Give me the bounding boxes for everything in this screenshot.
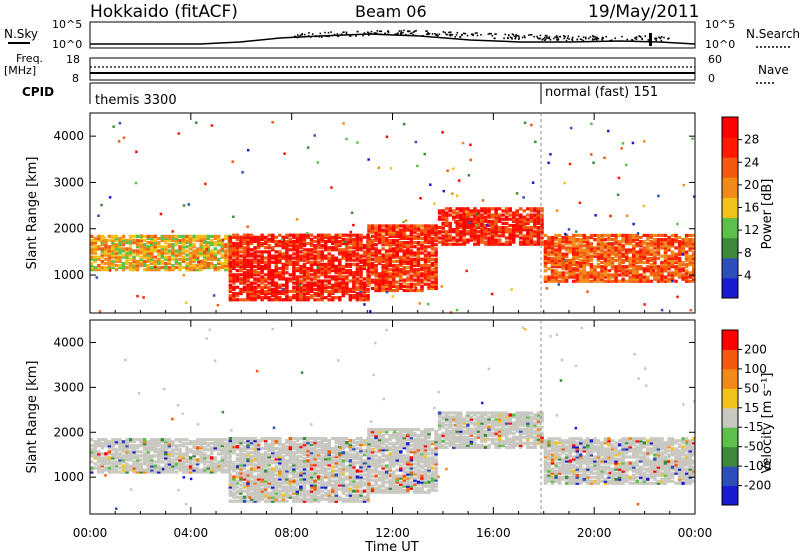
power-colorbar: 28 24 20 16 12 8 4	[721, 116, 759, 299]
colorbar-tick-label: -100	[744, 459, 771, 473]
nsky-tick-low-left: 10^0	[52, 38, 82, 51]
freq-strip: Freq. [MHz] 18 8 60 0 Nave	[4, 52, 789, 85]
colorbar-swatch	[722, 197, 738, 219]
colorbar-tick-label: 28	[744, 133, 759, 147]
x-tick-label: 16:00	[476, 526, 511, 540]
cpid-segment-2: normal (fast) 151	[545, 85, 658, 100]
x-tick-label: 12:00	[375, 526, 410, 540]
freq-tick-high: 18	[66, 53, 80, 66]
colorbar-swatch	[722, 427, 738, 448]
power-x-ticks	[89, 113, 696, 313]
colorbar-tick-label: -50	[744, 440, 764, 454]
x-tick-label: 20:00	[577, 526, 612, 540]
y-tick-label: 1000	[53, 470, 84, 484]
colorbar-swatch	[722, 388, 738, 409]
nsearch-label: N.Search	[746, 27, 800, 41]
nsky-tick-low-right: 10^0	[705, 38, 735, 51]
y-tick-label: 3000	[53, 175, 84, 189]
cpid-segment-1: themis 3300	[95, 93, 177, 108]
y-tick-label: 1000	[53, 268, 84, 282]
power-echo-cells	[90, 121, 696, 314]
power-ylabel: Slant Range [km]	[25, 157, 40, 270]
power-y-ticks: 1000 2000 3000 4000	[53, 129, 695, 282]
y-tick-label: 2000	[53, 222, 84, 236]
colorbar-tick-label: 12	[744, 223, 759, 237]
nave-label: Nave	[758, 63, 789, 77]
velocity-echo-cells	[90, 326, 696, 510]
date-title: 19/May/2011	[588, 2, 700, 22]
colorbar-tick-label: -200	[744, 479, 771, 493]
nsky-strip: N.Sky 10^5 10^0 10^5 10^0 N.Search	[4, 18, 800, 51]
colorbar-swatch	[722, 330, 738, 350]
nave-tick-high: 60	[708, 53, 722, 66]
y-tick-label: 4000	[53, 129, 84, 143]
colorbar-swatch	[722, 277, 738, 299]
y-tick-label: 3000	[53, 380, 84, 394]
colorbar-swatch	[722, 117, 738, 138]
colorbar-tick-label: 24	[744, 155, 759, 169]
station-title: Hokkaido (fitACF)	[90, 2, 238, 22]
colorbar-tick-label: -15	[744, 420, 764, 434]
x-axis-tick-labels: 00:00 04:00 08:00 12:00 16:00 20:00 00:00	[73, 320, 713, 540]
colorbar-swatch	[722, 407, 738, 428]
x-tick-label: 08:00	[274, 526, 309, 540]
cpid-strip: CPID themis 3300 normal (fast) 151	[22, 82, 695, 108]
colorbar-swatch	[722, 157, 738, 178]
velocity-colorbar-label: Velocity [m s⁻¹]	[760, 373, 775, 474]
colorbar-swatch	[722, 237, 738, 259]
colorbar-swatch	[722, 446, 738, 467]
x-tick-label: 00:00	[678, 526, 713, 540]
y-tick-label: 4000	[53, 335, 84, 349]
y-tick-label: 2000	[53, 425, 84, 439]
colorbar-tick-label: 100	[744, 362, 767, 376]
colorbar-swatch	[722, 368, 738, 389]
colorbar-tick-label: 8	[744, 246, 752, 260]
freq-label: Freq.	[16, 52, 43, 65]
x-tick-label: 00:00	[73, 526, 108, 540]
power-panel: Slant Range [km] 1000 2000 3000 4000	[25, 112, 696, 314]
colorbar-tick-label: 16	[744, 201, 759, 215]
x-axis-label: Time UT	[364, 540, 418, 554]
colorbar-swatch	[722, 466, 738, 487]
colorbar-swatch	[722, 257, 738, 279]
colorbar-tick-label: 15	[744, 401, 759, 415]
colorbar-swatch	[722, 217, 738, 239]
nsky-trace	[90, 33, 696, 45]
nsky-tick-high-left: 10^5	[52, 18, 82, 31]
velocity-y-ticks: 1000 2000 3000 4000	[53, 335, 695, 484]
colorbar-tick-label: 200	[744, 342, 767, 356]
x-tick-label: 04:00	[174, 526, 209, 540]
nsearch-dots	[293, 29, 670, 42]
freq-tick-low: 8	[72, 72, 79, 85]
colorbar-tick-label: 50	[744, 381, 759, 395]
beam-title: Beam 06	[355, 2, 427, 21]
nsky-label: N.Sky	[4, 27, 38, 41]
colorbar-swatch	[722, 485, 738, 506]
velocity-colorbar: 200 100 50 15 -15 -50 -100 -200	[721, 329, 771, 506]
colorbar-tick-label: 20	[744, 178, 759, 192]
colorbar-swatch	[722, 349, 738, 370]
colorbar-tick-label: 4	[744, 268, 752, 282]
nave-tick-low: 0	[708, 72, 715, 85]
cpid-label: CPID	[22, 85, 54, 99]
colorbar-swatch	[722, 177, 738, 198]
colorbar-swatch	[722, 137, 738, 158]
velocity-ylabel: Slant Range [km]	[25, 361, 40, 474]
freq-unit: [MHz]	[4, 64, 36, 77]
nsky-tick-high-right: 10^5	[705, 18, 735, 31]
power-colorbar-label: Power [dB]	[760, 179, 775, 250]
